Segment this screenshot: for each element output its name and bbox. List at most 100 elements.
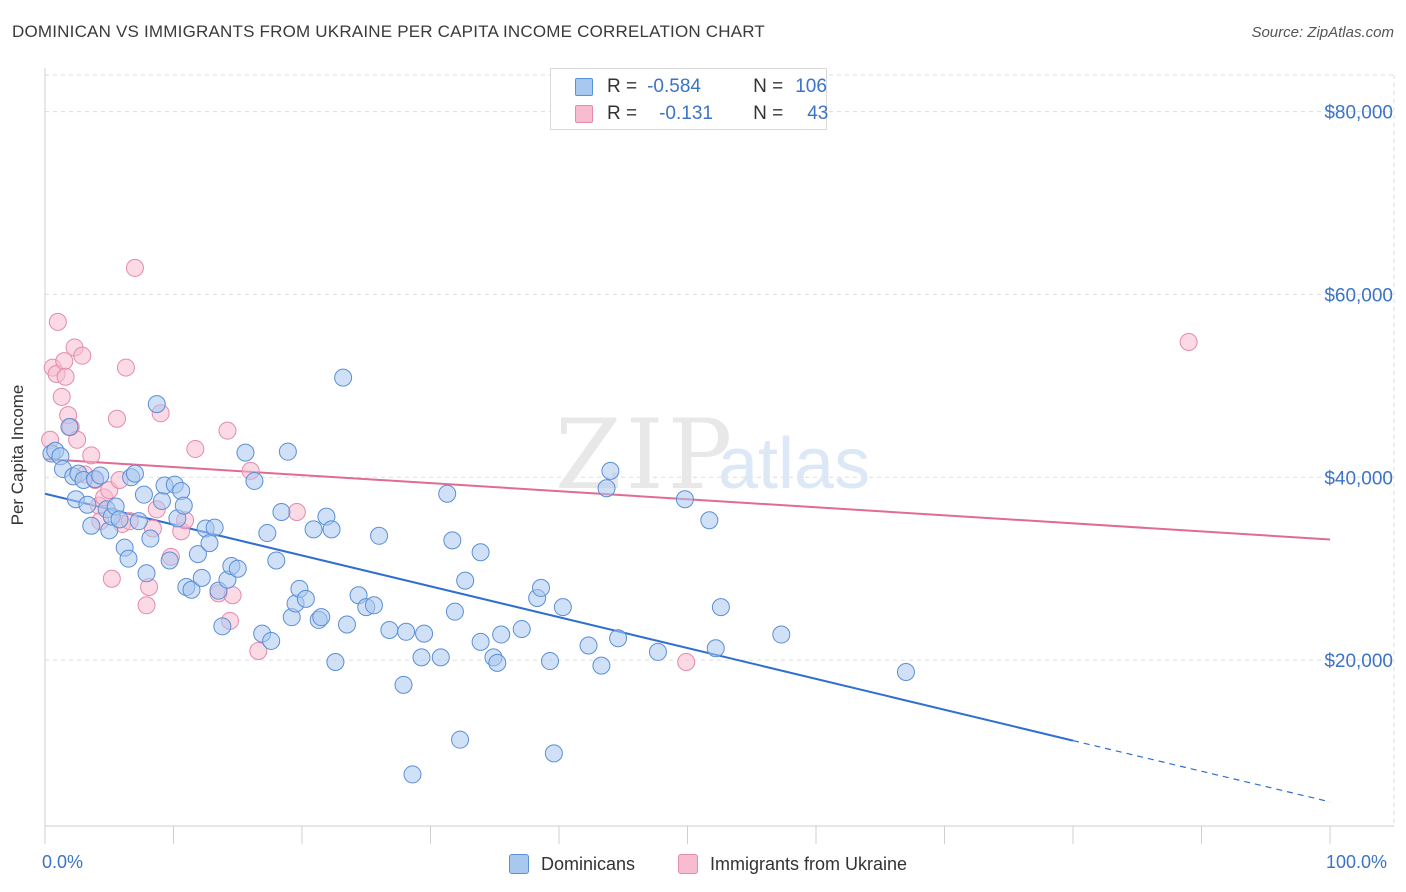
dominican-point [326, 652, 345, 671]
dominican-point [213, 617, 232, 636]
dominicans-legend-swatch [509, 854, 529, 874]
dominican-point [456, 571, 475, 590]
legend-label: Immigrants from Ukraine [710, 853, 908, 874]
dominican-point [431, 648, 450, 667]
dominican-point [236, 443, 255, 462]
stats-row-ukraine: R = -0.131 N = 43 [575, 101, 828, 127]
legend-item-dominicans[interactable]: Dominicans [509, 851, 635, 877]
ukraine-point [73, 346, 92, 365]
ukraine-point [48, 312, 67, 331]
dominican-point [258, 524, 277, 543]
dominican-point [262, 631, 281, 650]
dominican-point [488, 653, 507, 672]
chart-title: DOMINICAN VS IMMIGRANTS FROM UKRAINE PER… [12, 22, 766, 41]
ukraine-swatch [575, 105, 593, 123]
n-label: N = [753, 103, 784, 124]
ukraine-point [116, 358, 135, 377]
dominican-point [141, 529, 160, 548]
dominican-point [272, 503, 291, 522]
dominican-point [174, 496, 193, 515]
dominican-points [42, 368, 915, 784]
dominican-point [532, 578, 551, 597]
dominican-point [312, 608, 331, 627]
dominican-point [492, 625, 511, 644]
source-note: Source: ZipAtlas.com [1251, 24, 1394, 41]
ukraine-point [1179, 332, 1198, 351]
dominican-point [711, 598, 730, 617]
x-tick-label-min: 0.0% [42, 852, 84, 872]
y-tick-labels: $20,000 $40,000 $60,000 $80,000 [1324, 103, 1393, 673]
dominican-point [82, 516, 101, 535]
dominican-point [380, 620, 399, 639]
dominican-point [172, 482, 191, 500]
dominican-point [228, 559, 247, 578]
dominican-point [278, 442, 297, 461]
dominican-point [147, 395, 166, 414]
dominican-point [334, 368, 353, 387]
watermark-zip: ZIP [555, 399, 736, 511]
dominican-point [592, 656, 611, 675]
dominican-point [137, 564, 156, 583]
dominican-point [304, 520, 323, 539]
dominicans-trend-extension [1072, 740, 1331, 803]
dominican-point [415, 624, 434, 643]
dominican-point [60, 418, 79, 436]
stats-row-dominicans: R = -0.584 N = 106 [575, 74, 827, 100]
stats-legend: R = -0.584 N = 106 R = -0.131 N = 43 [550, 68, 828, 130]
dominican-point [245, 471, 264, 490]
ukraine-point [218, 421, 237, 440]
ukraine-point [52, 387, 71, 406]
dominicans-swatch [575, 78, 593, 96]
dominican-point [445, 602, 464, 621]
ukraine-point [287, 503, 306, 522]
dominican-point [134, 485, 153, 504]
ukraine-point [102, 569, 121, 588]
dominican-point [152, 492, 171, 511]
dominican-point [129, 512, 148, 531]
dominican-point [896, 663, 915, 682]
ukraine-point [677, 652, 696, 671]
ukraine-point [186, 439, 205, 458]
dominican-point [512, 620, 531, 639]
dominican-point [200, 534, 219, 553]
n-label: N = [753, 76, 784, 97]
dominican-point [443, 531, 462, 550]
n-value: 106 [795, 76, 827, 97]
ukraine-point [82, 446, 101, 465]
dominican-point [267, 551, 286, 570]
dominican-point [192, 568, 211, 587]
legend-item-ukraine[interactable]: Immigrants from Ukraine [678, 851, 907, 877]
legend-label: Dominicans [541, 853, 636, 874]
dominican-point [160, 551, 179, 570]
watermark: ZIP atlas [555, 399, 870, 511]
dominican-point [438, 484, 457, 503]
dominican-point [188, 545, 207, 564]
watermark-atlas: atlas [718, 424, 870, 504]
dominican-point [700, 511, 719, 530]
dominican-point [397, 622, 416, 641]
r-label: R = [607, 76, 638, 97]
dominican-point [78, 495, 97, 514]
dominican-point [541, 652, 560, 671]
dominican-point [609, 629, 628, 648]
ukraine-point [107, 409, 126, 428]
dominican-point [119, 549, 138, 568]
dominican-point [91, 466, 110, 485]
dominican-point [597, 479, 616, 498]
y-axis-label: Per Capita Income [8, 384, 27, 526]
dominican-point [544, 744, 563, 763]
y-tick-label: $60,000 [1324, 285, 1393, 306]
n-value: 43 [807, 103, 829, 124]
ukraine-point [137, 596, 156, 615]
r-label: R = [607, 103, 638, 124]
dominican-point [553, 598, 572, 617]
dominican-point [110, 510, 129, 529]
dominican-point [403, 765, 422, 784]
y-tick-label: $40,000 [1324, 468, 1393, 489]
r-value: -0.584 [647, 76, 701, 97]
dominican-point [706, 639, 725, 658]
dominican-point [370, 526, 389, 545]
dominican-point [337, 615, 356, 634]
dominican-point [296, 589, 315, 608]
